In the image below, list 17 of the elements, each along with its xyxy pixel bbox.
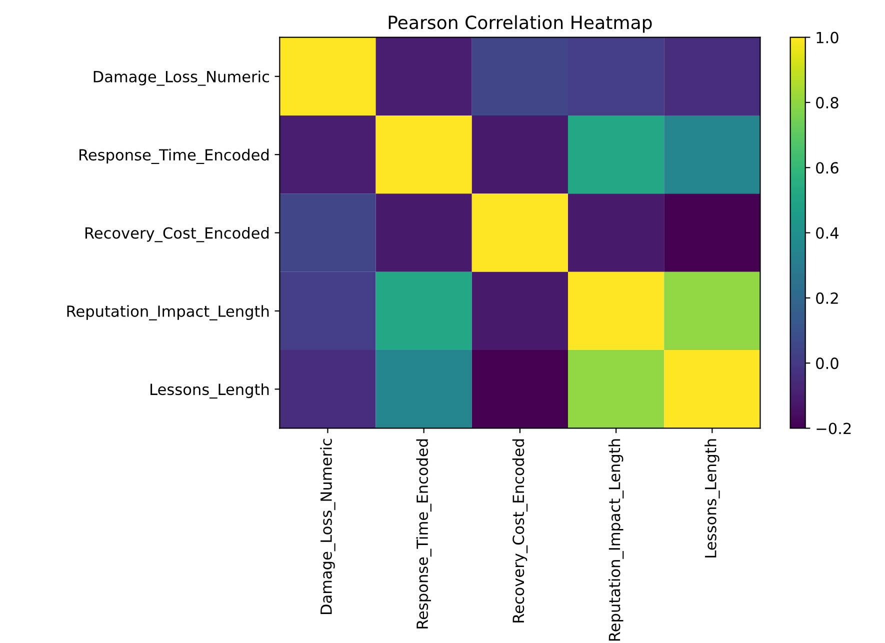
- color-bar-label: 0.6: [816, 162, 838, 174]
- color-bar-label: −0.2: [816, 422, 851, 434]
- x-tick-label: Response_Time_Encoded: [416, 439, 432, 628]
- color-bar-label: 0.2: [816, 292, 838, 304]
- y-tick-label: Damage_Loss_Numeric: [94, 70, 269, 86]
- color-bar-label: 0.0: [816, 358, 838, 370]
- y-tick-label: Lessons_Length: [150, 383, 269, 399]
- y-tick-label: Recovery_Cost_Encoded: [85, 226, 269, 242]
- y-tick-label: Response_Time_Encoded: [80, 148, 269, 164]
- x-tick-label: Reputation_Impact_Length: [608, 439, 624, 641]
- x-tick-label: Lessons_Length: [704, 439, 720, 558]
- color-bar-label: 0.4: [816, 227, 839, 239]
- chart-title: Pearson Correlation Heatmap: [388, 15, 652, 33]
- color-bar-label: 1.0: [816, 32, 838, 44]
- x-tick-label: Recovery_Cost_Encoded: [512, 439, 528, 622]
- color-bar-label: 0.8: [816, 96, 838, 108]
- y-tick-label: Reputation_Impact_Length: [67, 305, 269, 320]
